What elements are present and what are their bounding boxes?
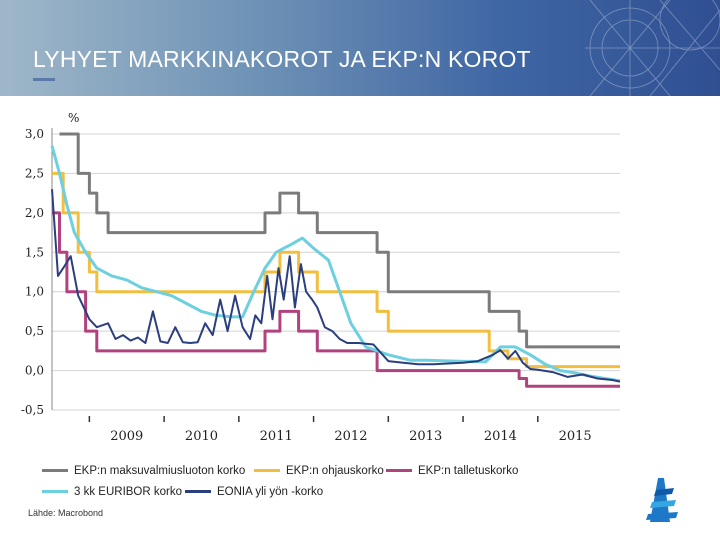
series-line-4	[50, 145, 621, 383]
legend-swatch-cyan	[42, 490, 68, 493]
legend-swatch-gray	[42, 469, 68, 472]
legend-item-euribor: 3 kk EURIBOR korko	[42, 486, 185, 498]
legend-swatch-navy	[185, 490, 211, 493]
x-tick-label: 2013	[409, 429, 442, 444]
rates-line-chart: 3,0 2,5 2,0 1,5 1,0 0,5 0,0 -0,5% 2009 2010 2011 20…	[21, 111, 621, 444]
title-underline	[33, 78, 55, 81]
x-tick-label: 2011	[260, 429, 293, 444]
legend-row-2: 3 kk EURIBOR korko EONIA yli yön -korko	[42, 481, 518, 502]
y-tick-label: 2,5	[25, 166, 44, 180]
legend-item-eonia: EONIA yli yön -korko	[185, 486, 323, 498]
legend-item-maksuvalmiusluotto: EKP:n maksuvalmiusluoton korko	[42, 465, 254, 477]
legend-row-1: EKP:n maksuvalmiusluoton korko EKP:n ohj…	[42, 460, 518, 481]
y-tick-label: 0,5	[25, 324, 44, 338]
series-line-1	[59, 132, 620, 349]
x-tick-label: 2010	[185, 429, 218, 444]
x-tick-label: 2015	[559, 429, 592, 444]
legend-label: EONIA yli yön -korko	[217, 485, 324, 498]
source-note: Lähde: Macrobond	[28, 508, 104, 518]
legend-label: EKP:n ohjauskorko	[286, 464, 384, 477]
page-title: LYHYET MARKKINAKOROT JA EKP:N KOROT	[33, 46, 531, 72]
header-banner: LYHYET MARKKINAKOROT JA EKP:N KOROT	[0, 0, 720, 96]
x-tick-label: 2012	[334, 429, 367, 444]
x-tick-label: 2009	[110, 429, 143, 444]
x-tick-label: 2014	[484, 429, 517, 444]
y-tick-label: 1,5	[25, 245, 44, 259]
series-line-5	[51, 189, 621, 383]
chart-legend: EKP:n maksuvalmiusluoton korko EKP:n ohj…	[42, 460, 518, 502]
y-axis-unit-label: %	[68, 111, 79, 125]
series-line-3	[52, 211, 620, 388]
decorative-pattern	[585, 0, 720, 96]
legend-label: EKP:n maksuvalmiusluoton korko	[74, 464, 246, 477]
legend-item-ohjauskorko: EKP:n ohjauskorko	[254, 465, 386, 477]
bank-logo-icon	[646, 478, 678, 522]
y-tick-label: 1,0	[25, 285, 44, 299]
legend-swatch-magenta	[386, 469, 412, 472]
legend-item-talletuskorko: EKP:n talletuskorko	[386, 465, 518, 477]
y-tick-label: 2,0	[25, 206, 44, 220]
legend-swatch-yellow	[254, 469, 280, 472]
y-tick-label: 0,0	[25, 364, 44, 378]
legend-label: 3 kk EURIBOR korko	[74, 485, 182, 498]
y-tick-label: 3,0	[25, 127, 44, 141]
legend-label: EKP:n talletuskorko	[418, 464, 519, 477]
y-tick-label: -0,5	[21, 403, 44, 417]
